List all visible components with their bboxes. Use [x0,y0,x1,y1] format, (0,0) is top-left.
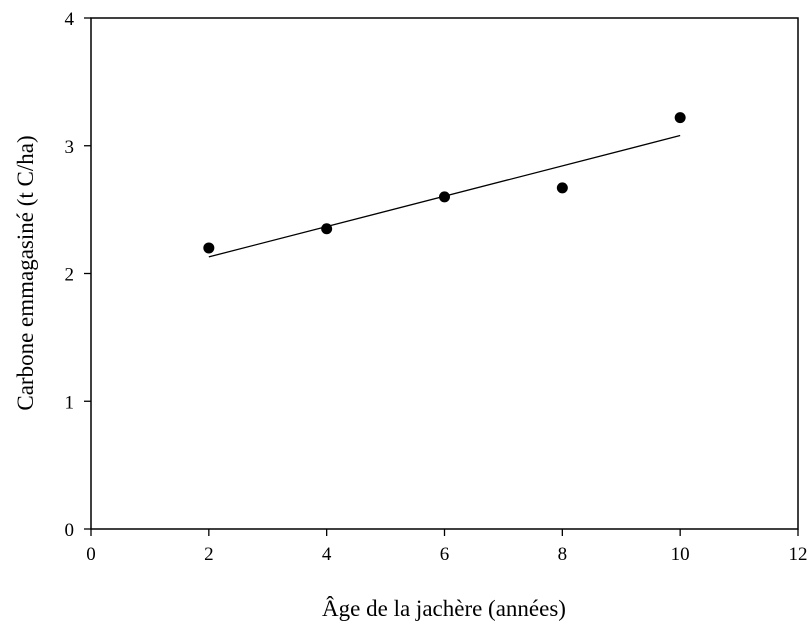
y-tick-label: 0 [65,520,75,541]
y-axis-ticks: 0 1 2 3 4 [65,9,91,541]
y-tick-label: 2 [65,265,75,286]
x-tick-label: 0 [86,544,96,565]
y-tick-label: 1 [65,392,75,413]
data-point [439,191,450,203]
x-tick-label: 12 [789,544,808,565]
x-tick-label: 6 [440,544,450,565]
plot-area [90,17,799,530]
y-axis-title: Carbone emmagasiné (t C/ha) [13,135,38,410]
x-axis-ticks: 0 2 4 6 8 10 12 [86,529,808,565]
x-tick-label: 4 [322,544,332,565]
x-tick-label: 2 [204,544,214,565]
data-point [321,223,333,235]
data-point [203,242,215,254]
x-tick-label: 8 [558,544,568,565]
y-tick-label: 4 [65,9,75,30]
data-point [556,182,568,194]
x-tick-label: 10 [671,544,690,565]
data-points [203,112,686,254]
data-point [674,112,686,124]
y-tick-label: 3 [65,137,75,158]
x-axis-title: Âge de la jachère (années) [322,596,566,621]
